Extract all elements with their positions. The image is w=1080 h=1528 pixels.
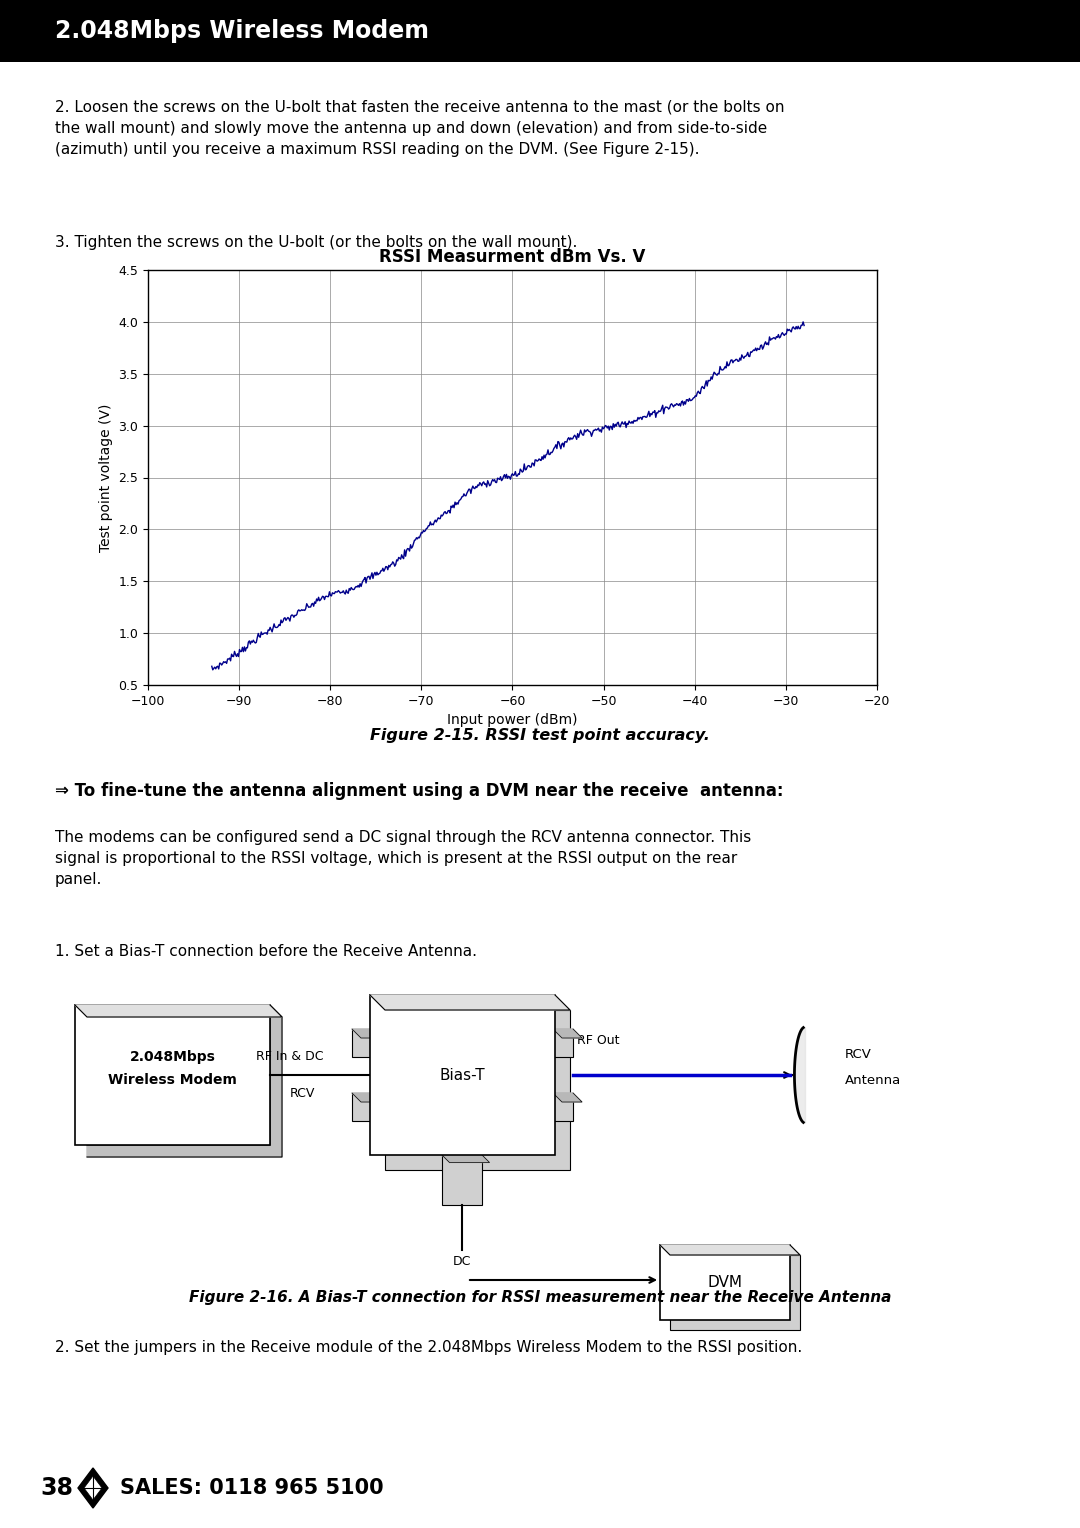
Polygon shape <box>87 1005 282 1157</box>
Text: ⇒ To fine-tune the antenna alignment using a DVM near the receive  antenna:: ⇒ To fine-tune the antenna alignment usi… <box>55 782 783 801</box>
Bar <box>660 1245 789 1320</box>
Bar <box>352 1093 372 1122</box>
Polygon shape <box>660 1245 800 1254</box>
Text: DC: DC <box>453 1254 471 1268</box>
Text: RCV: RCV <box>291 1086 315 1100</box>
Bar <box>553 1028 573 1057</box>
Text: Antenna: Antenna <box>845 1074 901 1086</box>
Polygon shape <box>78 1468 108 1508</box>
Polygon shape <box>370 995 570 1010</box>
Text: Wireless Modem: Wireless Modem <box>108 1073 237 1086</box>
Text: Bias-T: Bias-T <box>440 1068 485 1082</box>
Text: RF Out: RF Out <box>577 1033 620 1047</box>
Text: RF In & DC: RF In & DC <box>256 1050 324 1063</box>
Text: The modems can be configured send a DC signal through the RCV antenna connector.: The modems can be configured send a DC s… <box>55 830 752 886</box>
Bar <box>75 1005 270 1144</box>
Text: RCV: RCV <box>845 1048 872 1062</box>
Text: 2.048Mbps Wireless Modem: 2.048Mbps Wireless Modem <box>55 18 429 43</box>
Polygon shape <box>553 1028 582 1038</box>
Bar <box>384 1010 570 1170</box>
Bar <box>670 1254 800 1329</box>
Text: 2.048Mbps: 2.048Mbps <box>130 1050 215 1063</box>
Text: 2. Set the jumpers in the Receive module of the 2.048Mbps Wireless Modem to the : 2. Set the jumpers in the Receive module… <box>55 1340 802 1355</box>
Text: 2. Loosen the screws on the U-bolt that fasten the receive antenna to the mast (: 2. Loosen the screws on the U-bolt that … <box>55 99 784 157</box>
Text: Figure 2-15. RSSI test point accuracy.: Figure 2-15. RSSI test point accuracy. <box>370 727 710 743</box>
Text: DVM: DVM <box>707 1274 743 1290</box>
Polygon shape <box>75 1005 282 1018</box>
Text: SALES: 0118 965 5100: SALES: 0118 965 5100 <box>120 1478 383 1497</box>
Bar <box>352 1028 372 1057</box>
Bar <box>0 0 1080 63</box>
Polygon shape <box>352 1093 381 1102</box>
Polygon shape <box>352 1028 381 1038</box>
Text: 1. Set a Bias-T connection before the Receive Antenna.: 1. Set a Bias-T connection before the Re… <box>55 944 477 960</box>
Text: 3. Tighten the screws on the U-bolt (or the bolts on the wall mount).: 3. Tighten the screws on the U-bolt (or … <box>55 235 578 251</box>
Polygon shape <box>84 1476 102 1500</box>
Bar <box>370 995 555 1155</box>
Text: Figure 2-16. A Bias-T connection for RSSI measurement near the Receive Antenna: Figure 2-16. A Bias-T connection for RSS… <box>189 1290 891 1305</box>
Bar <box>553 1093 573 1122</box>
X-axis label: Input power (dBm): Input power (dBm) <box>447 714 578 727</box>
Title: RSSI Measurment dBm Vs. V: RSSI Measurment dBm Vs. V <box>379 248 646 266</box>
Polygon shape <box>442 1155 489 1163</box>
Polygon shape <box>553 1093 582 1102</box>
Bar <box>442 1154 482 1206</box>
Text: 38: 38 <box>40 1476 73 1500</box>
Y-axis label: Test point voltage (V): Test point voltage (V) <box>98 403 112 552</box>
